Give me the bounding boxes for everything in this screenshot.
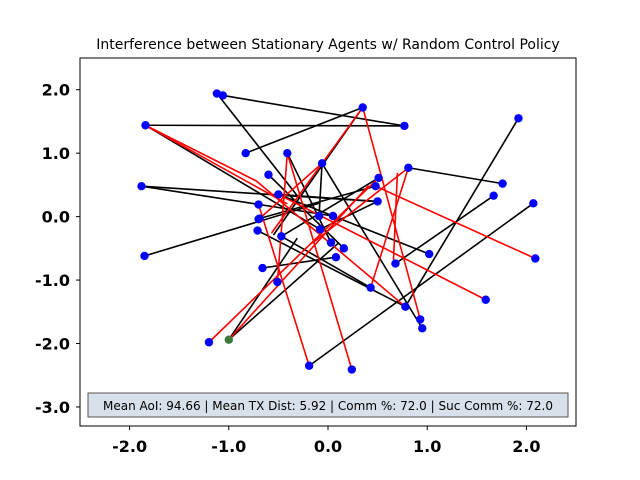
agent-point: [304, 361, 314, 370]
link-line-black: [144, 202, 320, 257]
link-line-red: [392, 172, 399, 260]
agent-point: [204, 338, 214, 347]
agent-point: [328, 211, 338, 221]
agent-point: [391, 259, 400, 268]
link-line-black: [257, 229, 406, 308]
agent-point: [264, 170, 273, 179]
link-line-black: [141, 185, 334, 217]
agent-point: [339, 244, 349, 253]
y-tick-label: -3.0: [35, 398, 70, 417]
link-line-black: [222, 94, 405, 127]
stats-text: Mean AoI: 94.66 | Mean TX Dist: 5.92 | C…: [103, 399, 553, 413]
y-tick-label: 2.0: [42, 81, 70, 100]
agent-point: [529, 199, 538, 208]
y-tick-label: 0.0: [42, 208, 70, 227]
y-tick-label: 1.0: [42, 144, 70, 163]
link-line-black: [267, 174, 345, 249]
agent-point: [241, 148, 250, 158]
agent-point: [254, 200, 263, 209]
agent-point: [347, 365, 357, 374]
agent-point: [141, 121, 150, 130]
agent-point: [253, 226, 262, 235]
highlight-point-group: [224, 335, 233, 344]
agent-point: [400, 121, 409, 131]
y-axis: 2.0 1.0 0.0 -1.0 -2.0 -3.0: [35, 81, 80, 417]
agent-point: [258, 263, 267, 273]
agent-point: [481, 295, 490, 304]
x-tick-label: 1.0: [413, 437, 441, 456]
agent-point: [314, 211, 324, 221]
link-line-black: [395, 195, 495, 265]
chart-title: Interference between Stationary Agents w…: [96, 37, 559, 53]
highlight-point: [224, 335, 233, 344]
agent-point: [371, 181, 380, 191]
link-line-black: [278, 193, 378, 203]
link-line-black: [321, 162, 423, 329]
link-line-red: [278, 193, 487, 301]
link-line-black: [259, 185, 376, 220]
agent-point: [489, 191, 498, 200]
agent-point: [273, 277, 282, 287]
stats-box: Mean AoI: 94.66 | Mean TX Dist: 5.92 | C…: [87, 392, 569, 418]
link-line-red: [259, 162, 323, 220]
link-line-black: [278, 193, 430, 255]
agent-point: [326, 238, 336, 247]
link-line-red: [145, 124, 257, 182]
link-line-black: [308, 202, 534, 367]
x-tick-label: 0.0: [314, 437, 342, 456]
agent-point: [317, 159, 327, 168]
x-tick-label: -2.0: [112, 437, 147, 456]
agent-point: [331, 253, 341, 262]
agent-point: [404, 163, 413, 172]
link-line-black: [145, 124, 405, 127]
agent-point: [424, 249, 434, 259]
agent-point: [531, 254, 540, 263]
link-line-red: [369, 167, 410, 288]
link-line-black: [404, 117, 520, 308]
link-line-black: [228, 242, 340, 341]
agent-point: [274, 190, 283, 199]
agent-point: [140, 251, 149, 261]
link-line-red: [276, 153, 289, 283]
x-axis: -2.0 -1.0 0.0 1.0 2.0: [112, 426, 541, 456]
agent-points: [137, 89, 540, 374]
link-line-red: [286, 152, 353, 370]
agent-point: [277, 232, 286, 241]
link-line-red: [361, 107, 422, 320]
link-line-red: [257, 204, 310, 366]
x-tick-label: -1.0: [211, 437, 246, 456]
link-line-red: [145, 124, 288, 205]
agent-point: [498, 179, 507, 188]
link-line-black: [280, 235, 372, 289]
link-line-black: [280, 177, 380, 237]
link-line-red: [270, 107, 364, 234]
agent-point: [374, 173, 383, 183]
agent-point: [283, 148, 292, 158]
agent-point: [315, 225, 325, 234]
agent-point: [358, 103, 367, 112]
link-line-black: [408, 166, 503, 185]
black-links: [141, 93, 534, 367]
agent-point: [416, 315, 425, 324]
link-line-red: [375, 185, 536, 260]
agent-point: [401, 302, 410, 311]
stats-box-background: [87, 392, 569, 418]
agent-point: [137, 181, 146, 191]
agent-point: [373, 197, 382, 206]
agent-point: [366, 283, 375, 292]
agent-point: [418, 324, 427, 333]
y-tick-label: -1.0: [35, 271, 70, 290]
y-tick-label: -2.0: [35, 335, 70, 354]
link-line-black: [245, 106, 364, 154]
link-line-black: [318, 163, 323, 217]
agent-point: [514, 114, 523, 123]
x-tick-label: 2.0: [512, 437, 540, 456]
link-line-red: [228, 184, 370, 341]
agent-point: [254, 214, 263, 224]
agent-point: [218, 91, 228, 100]
